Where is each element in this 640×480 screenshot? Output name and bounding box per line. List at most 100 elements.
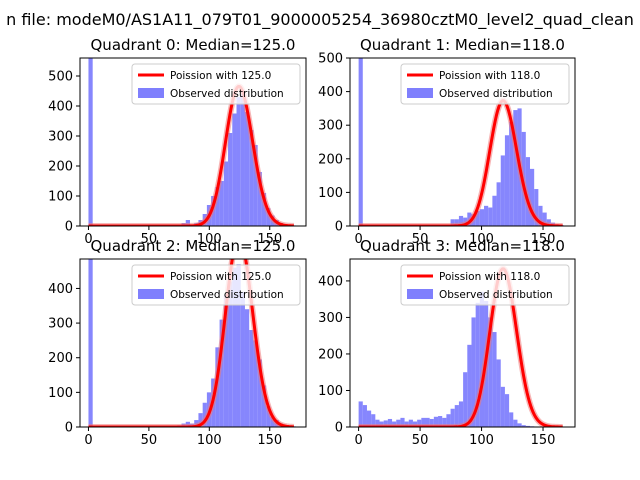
histogram-bar [509,412,514,427]
chart-1: 0 50 100 150 0 100 200 300 400 500 Quadrant 1: Med… [318,36,576,247]
legend-frame [400,63,570,105]
histogram-bar [261,385,267,427]
histogram-bar [198,413,203,427]
histogram-bar [261,193,267,226]
y-tick-label: 100 [318,186,343,201]
histogram-bar [215,187,220,226]
x-tick-label: 0 [354,433,362,448]
histogram-bar [371,414,376,427]
histogram-bar [496,359,501,427]
histogram-bar [240,291,245,427]
histogram-bar [232,267,237,427]
histogram-bar [366,410,372,427]
histogram-bar [375,419,380,427]
histogram-bar [257,359,262,427]
histogram-bar [488,317,493,427]
y-tick-label: 200 [48,351,73,366]
y-tick-label: 300 [318,119,343,134]
histogram-bar [270,416,275,427]
histogram-bar [530,168,535,226]
histogram-bar [513,419,518,427]
plot-area [356,265,565,427]
legend: Poission with 125.0 Observed distribution [131,63,301,105]
histogram-bar [88,58,93,226]
histogram-bar [492,195,497,226]
legend-label-observed: Observed distribution [170,289,284,301]
histogram-bar [509,121,514,226]
y-tick-label: 400 [318,85,343,100]
histogram-bar [383,420,388,427]
y-tick-label: 400 [318,274,343,289]
histogram-bar [266,406,271,427]
x-tick-label: 150 [531,232,556,247]
histogram-bar [446,414,451,427]
histogram-bar [253,145,258,226]
legend-label-poisson: Poission with 125.0 [170,271,271,283]
y-tick-label: 0 [65,220,73,235]
legend-frame [400,264,570,306]
y-tick-label: 0 [335,421,343,436]
legend-hist-swatch [407,88,433,98]
histogram-bar [525,425,530,427]
histogram-bar [219,181,224,226]
histogram-bar [408,419,413,427]
histogram-bar [417,419,422,427]
histogram-bar [202,402,207,427]
histogram-bar [429,418,434,427]
x-tick-label: 0 [84,433,92,448]
chart-3: 0 50 100 150 0 100 200 300 400 Quadrant 3: Median… [318,237,576,448]
y-tick-label: 0 [65,421,73,436]
histogram-bar [236,264,241,427]
histogram-bar [534,189,539,226]
histogram-bar [257,172,262,226]
histogram-bar [500,386,505,427]
histogram-bar [467,344,472,427]
histogram-bar [387,418,393,427]
axes-frame [79,57,307,227]
histogram-bar [458,215,464,226]
histogram-bar [463,372,468,427]
histogram-bar [538,205,543,226]
histogram-bar [362,405,367,427]
y-tick-label: 200 [318,152,343,167]
chart-2: 0 50 100 150 0 100 200 300 400 Quadrant 2: Median… [48,237,307,448]
x-tick-label: 100 [469,433,494,448]
poisson-curve [358,267,563,427]
x-tick-label: 50 [412,232,429,247]
histogram-bar [396,419,401,427]
legend-hist-swatch [407,289,433,299]
y-tick-label: 0 [335,220,343,235]
y-tick-label: 100 [48,190,73,205]
legend-hist-swatch [138,88,164,98]
y-tick-label: 300 [48,130,73,145]
y-tick-label: 400 [48,282,73,297]
histogram-bar [542,212,547,226]
histogram-bar [454,219,459,226]
histogram-bar [475,302,480,427]
histogram-bar [219,319,224,427]
legend-label-observed: Observed distribution [439,289,553,301]
axes-frame [79,258,307,428]
histogram-bar [471,317,476,427]
histogram-bar [358,401,363,427]
histogram-bar [253,340,258,427]
x-tick-label: 50 [141,232,158,247]
histogram-bar [442,417,447,427]
y-tick-label: 100 [48,386,73,401]
histogram-bar [479,209,485,226]
legend-frame [131,63,301,105]
legend: Poission with 118.0 Observed distribution [400,63,570,105]
axes-frame [349,258,576,428]
histogram-bar [425,417,430,427]
histogram-bar [244,309,250,427]
histogram-bar [521,425,526,427]
y-tick-label: 300 [318,311,343,326]
x-tick-label: 100 [197,232,222,247]
histogram-bar [450,408,455,427]
histogram-bar [475,210,480,226]
histogram-bar [240,94,245,226]
y-tick-label: 500 [48,70,73,85]
histogram-bar [249,130,254,226]
